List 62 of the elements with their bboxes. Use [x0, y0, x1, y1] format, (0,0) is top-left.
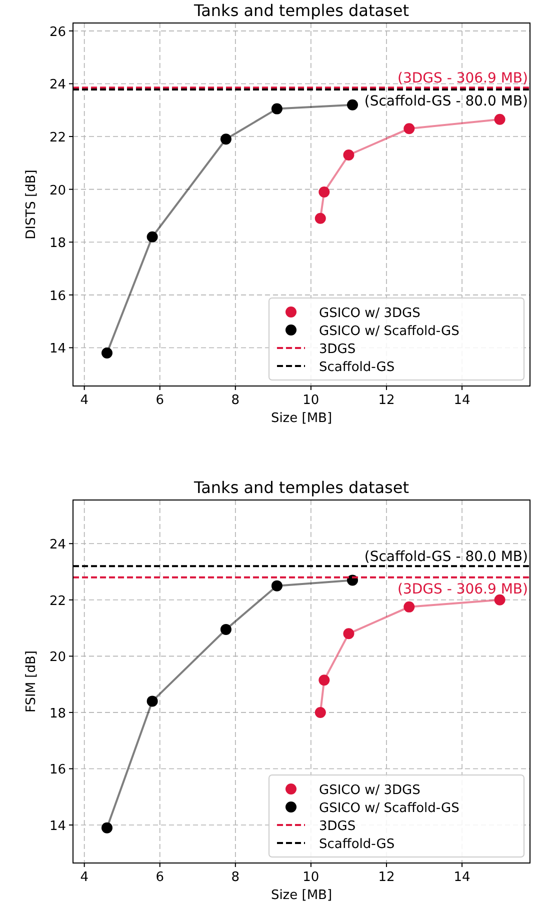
y-tick-label: 18 [49, 236, 66, 252]
y-tick-label: 26 [49, 24, 66, 40]
legend-label: GSICO w/ Scaffold-GS [319, 324, 460, 339]
x-tick-label: 14 [454, 870, 470, 885]
legend-label: GSICO w/ 3DGS [319, 783, 420, 798]
x-tick-label: 4 [80, 870, 88, 885]
y-tick-label: 18 [49, 706, 66, 722]
point [220, 134, 232, 145]
y-tick-label: 22 [49, 594, 66, 609]
legend-label: 3DGS [319, 819, 356, 834]
y-tick-label: 14 [49, 342, 66, 357]
y-tick-label: 16 [49, 762, 66, 778]
y-tick-label: 22 [49, 130, 66, 146]
point [318, 674, 330, 686]
annotation: (3DGS - 306.9 MB) [397, 581, 528, 598]
annotation: (Scaffold-GS - 80.0 MB) [364, 94, 528, 110]
x-tick-label: 4 [80, 393, 88, 408]
legend-label: GSICO w/ 3DGS [319, 306, 420, 321]
point [271, 580, 282, 592]
point [404, 601, 415, 612]
point [404, 123, 415, 134]
legend-label: 3DGS [319, 342, 356, 357]
point [101, 822, 112, 834]
x-tick-label: 14 [454, 393, 470, 408]
point [220, 624, 232, 635]
x-axis-title: Size [MB] [270, 411, 332, 426]
y-tick-label: 20 [49, 183, 66, 198]
y-axis-title: FSIM [dB] [24, 650, 39, 712]
point [346, 99, 358, 110]
x-tick-label: 6 [156, 870, 164, 885]
annotation: (Scaffold-GS - 80.0 MB) [364, 549, 528, 566]
y-tick-label: 24 [49, 78, 66, 93]
point [101, 348, 112, 358]
x-tick-label: 6 [156, 393, 164, 408]
point [343, 150, 354, 160]
legend-label: GSICO w/ Scaffold-GS [319, 801, 460, 816]
y-tick-label: 24 [49, 538, 66, 553]
x-tick-label: 12 [378, 393, 395, 408]
point [343, 628, 354, 640]
annotation: (3DGS - 306.9 MB) [397, 70, 528, 87]
x-tick-label: 10 [302, 870, 320, 885]
point [146, 231, 158, 242]
point [314, 212, 326, 224]
x-tick-label: 8 [231, 870, 240, 885]
legend-label: Scaffold-GS [319, 837, 395, 852]
y-axis-title: DISTS [dB] [24, 170, 39, 240]
point [314, 706, 326, 718]
chart-title: Tanks and temples dataset [192, 478, 410, 497]
x-tick-label: 12 [378, 870, 395, 885]
chart-title: Tanks and temples dataset [192, 1, 410, 20]
point [494, 114, 506, 125]
point [271, 103, 282, 114]
x-axis-title: Size [MB] [270, 888, 332, 903]
x-tick-label: 8 [231, 393, 240, 408]
y-tick-label: 14 [49, 819, 66, 834]
point [318, 186, 330, 198]
y-tick-label: 20 [49, 650, 66, 666]
point [494, 594, 506, 606]
point [146, 696, 158, 707]
y-tick-label: 16 [49, 288, 66, 304]
x-tick-label: 10 [302, 393, 320, 408]
legend-label: Scaffold-GS [319, 360, 395, 375]
